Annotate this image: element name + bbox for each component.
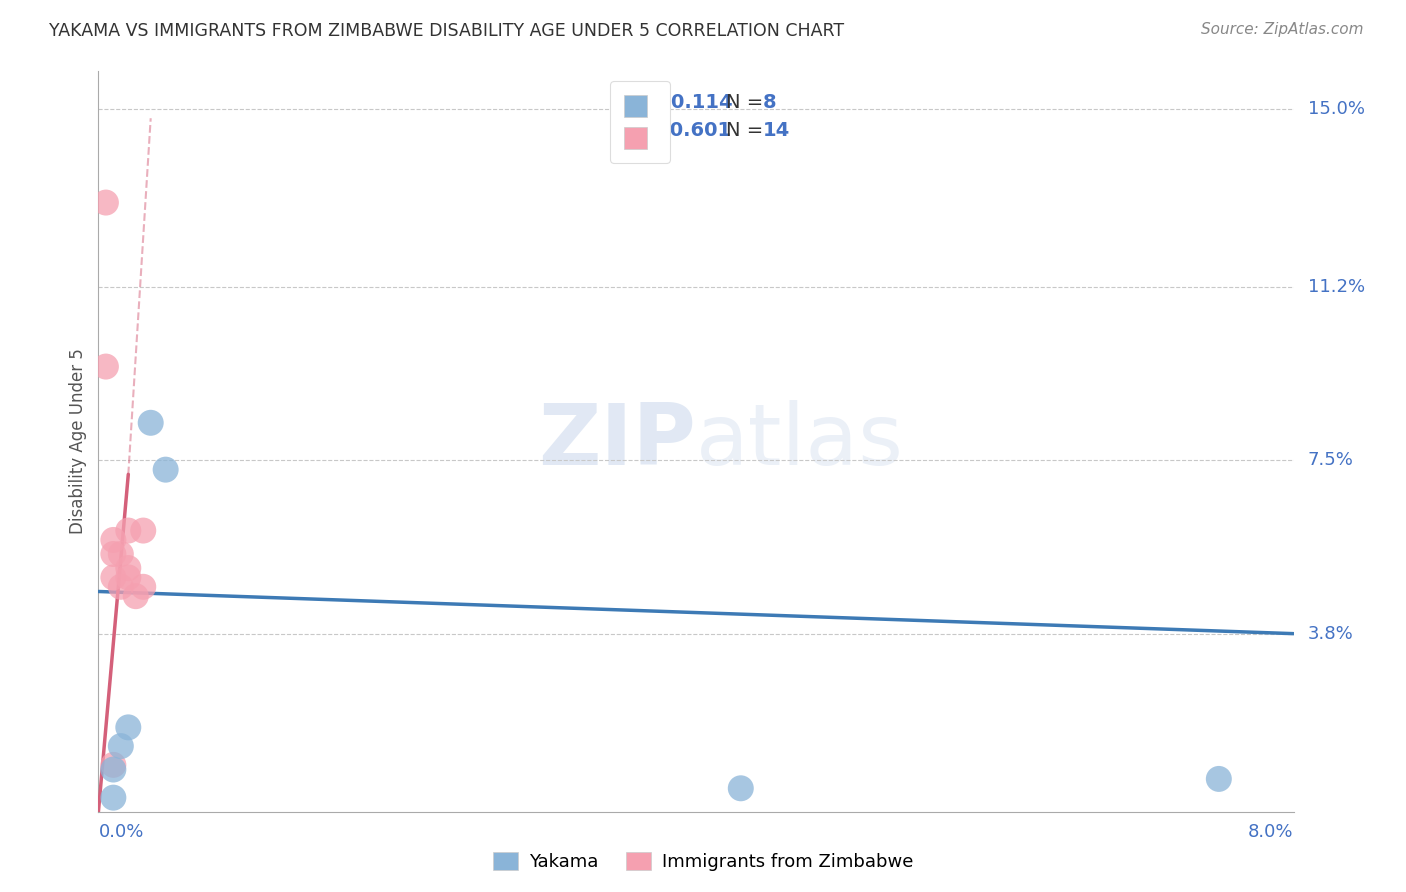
Point bbox=[117, 570, 139, 584]
Text: N =: N = bbox=[725, 93, 769, 112]
Point bbox=[1208, 772, 1230, 786]
Text: 8: 8 bbox=[763, 93, 776, 112]
Legend: Yakama, Immigrants from Zimbabwe: Yakama, Immigrants from Zimbabwe bbox=[485, 845, 921, 879]
Point bbox=[103, 533, 125, 547]
Point bbox=[103, 570, 125, 584]
Text: -0.114: -0.114 bbox=[662, 93, 733, 112]
Point bbox=[110, 547, 132, 561]
Point bbox=[94, 359, 117, 374]
Point bbox=[155, 463, 177, 477]
Text: R =: R = bbox=[624, 93, 666, 112]
Point bbox=[117, 720, 139, 734]
Point bbox=[103, 790, 125, 805]
Text: N =: N = bbox=[725, 121, 769, 140]
Text: 14: 14 bbox=[763, 121, 790, 140]
Point bbox=[139, 416, 162, 430]
Text: 7.5%: 7.5% bbox=[1308, 451, 1354, 469]
Point bbox=[132, 524, 155, 538]
Text: atlas: atlas bbox=[696, 400, 904, 483]
Point bbox=[110, 739, 132, 753]
Text: R =: R = bbox=[624, 121, 666, 140]
Text: 0.0%: 0.0% bbox=[98, 822, 143, 841]
Y-axis label: Disability Age Under 5: Disability Age Under 5 bbox=[69, 349, 87, 534]
Point bbox=[125, 589, 148, 603]
Point bbox=[103, 757, 125, 772]
Text: Source: ZipAtlas.com: Source: ZipAtlas.com bbox=[1201, 22, 1364, 37]
Text: YAKAMA VS IMMIGRANTS FROM ZIMBABWE DISABILITY AGE UNDER 5 CORRELATION CHART: YAKAMA VS IMMIGRANTS FROM ZIMBABWE DISAB… bbox=[49, 22, 845, 40]
Point bbox=[117, 561, 139, 575]
Point bbox=[730, 781, 752, 796]
Text: 3.8%: 3.8% bbox=[1308, 624, 1354, 642]
Point bbox=[117, 524, 139, 538]
Text: 15.0%: 15.0% bbox=[1308, 100, 1365, 118]
Point bbox=[110, 580, 132, 594]
Text: 8.0%: 8.0% bbox=[1249, 822, 1294, 841]
Point bbox=[94, 195, 117, 210]
Text: ZIP: ZIP bbox=[538, 400, 696, 483]
Point bbox=[132, 580, 155, 594]
Point bbox=[103, 763, 125, 777]
Legend: , : , bbox=[610, 81, 671, 163]
Text: 11.2%: 11.2% bbox=[1308, 278, 1365, 296]
Text: 0.601: 0.601 bbox=[662, 121, 731, 140]
Point bbox=[103, 547, 125, 561]
